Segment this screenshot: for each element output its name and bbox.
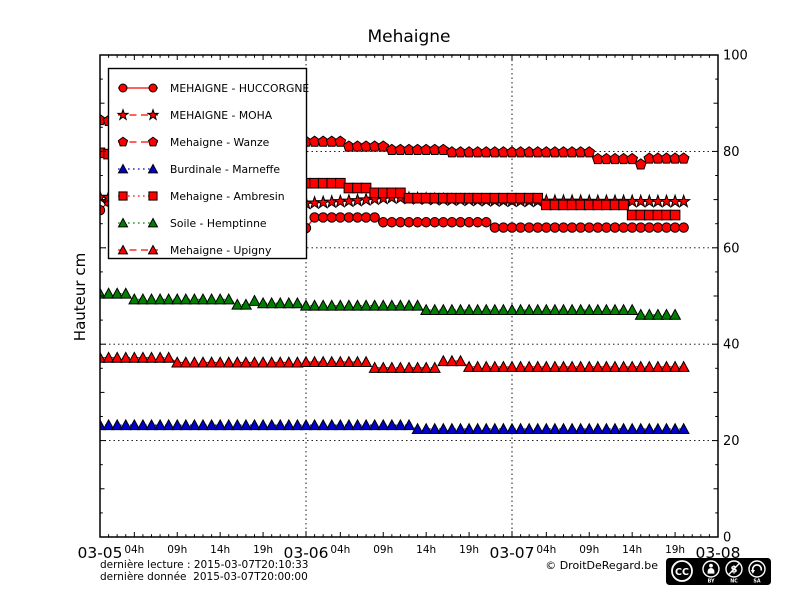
x-day-label: 03-05 — [77, 544, 122, 562]
legend-label: Mehaigne - Wanze — [170, 136, 270, 149]
copyright-text: © DroitDeRegard.be — [545, 559, 658, 572]
x-day-label: 03-06 — [283, 544, 328, 562]
series-layer — [100, 113, 692, 435]
nc-dollar-icon: $ — [731, 565, 738, 576]
x-hour-label: 04h — [330, 544, 350, 556]
x-hour-label: 19h — [665, 544, 685, 556]
legend-box — [107, 67, 308, 260]
last-data-text: dernière donnée 2015-03-07T20:00:00 — [100, 570, 308, 583]
tick-labels: 0 20 40 60 80 100 03-05 03-06 03-07 03-08 04h 09h 14… — [77, 49, 747, 563]
x-hour-label: 09h — [373, 544, 393, 556]
x-hour-label: 14h — [622, 544, 642, 556]
cc-icon — [671, 560, 693, 582]
x-hour-label: 14h — [210, 544, 230, 556]
legend-item-mehaigne-upigny: Mehaigne - Upigny — [117, 244, 272, 257]
x-hour-label: 04h — [536, 544, 556, 556]
legend-item-mehaigne-moha: MEHAIGNE - MOHA — [116, 108, 273, 122]
legend-label: MEHAIGNE - HUCCORGNE — [170, 82, 309, 95]
legend-item-burdinale-marneffe: Burdinale - Marneffe — [117, 163, 280, 176]
legend-label: Mehaigne - Upigny — [170, 244, 272, 257]
x-hour-label: 19h — [459, 544, 479, 556]
cc-license-badge[interactable]: CC $ BY NC SA — [666, 558, 771, 585]
legend-label: Soile - Hemptinne — [170, 217, 267, 230]
cc-label-sa: SA — [753, 579, 760, 585]
series-soile-hemptinne — [100, 287, 682, 320]
cc-label-nc: NC — [730, 579, 738, 585]
x-day-label: 03-07 — [489, 544, 534, 562]
by-person-icon — [709, 563, 713, 568]
cc-label-by: BY — [708, 579, 715, 585]
legend-label: Burdinale - Marneffe — [170, 163, 280, 176]
y-tick-label: 100 — [723, 49, 748, 64]
y-tick-label: 80 — [723, 145, 740, 160]
legend-item-mehaigne-huccorgne: MEHAIGNE - HUCCORGNE — [118, 82, 309, 95]
legend: MEHAIGNE - HUCCORGNE MEHAIGNE - MOHA Mehai… — [107, 67, 309, 260]
y-tick-label: 60 — [723, 241, 740, 256]
legend-item-mehaigne-ambresin: Mehaigne - Ambresin — [118, 190, 285, 203]
x-hour-label: 04h — [124, 544, 144, 556]
chart-title: Mehaigne — [367, 27, 451, 47]
axis-ticks — [99, 54, 719, 538]
x-hour-label: 09h — [167, 544, 187, 556]
y-tick-label: 40 — [723, 338, 740, 353]
x-day-label: 03-08 — [695, 544, 740, 562]
svg-text:CC: CC — [675, 567, 689, 578]
series-burdinale-marneffe — [100, 418, 690, 435]
x-hour-label: 09h — [579, 544, 599, 556]
last-reading-text: dernière lecture : 2015-03-07T20:10:33 — [100, 559, 309, 571]
legend-label: Mehaigne - Ambresin — [170, 190, 285, 203]
y-tick-label: 20 — [723, 434, 740, 449]
x-hour-label: 19h — [253, 544, 273, 556]
sa-arrow-icon — [751, 564, 763, 571]
grid-lines — [100, 55, 718, 537]
legend-label: MEHAIGNE - MOHA — [170, 109, 273, 122]
legend-item-mehaigne-wanze: Mehaigne - Wanze — [117, 136, 270, 149]
y-tick-label: 0 — [723, 531, 731, 546]
x-hour-label: 14h — [416, 544, 436, 556]
series-mehaigne-upigny — [100, 351, 690, 373]
y-axis-label: Hauteur cm — [71, 252, 89, 342]
series-mehaigne-ambresin — [100, 147, 681, 221]
legend-item-soile-hemptinne: Soile - Hemptinne — [117, 217, 267, 230]
